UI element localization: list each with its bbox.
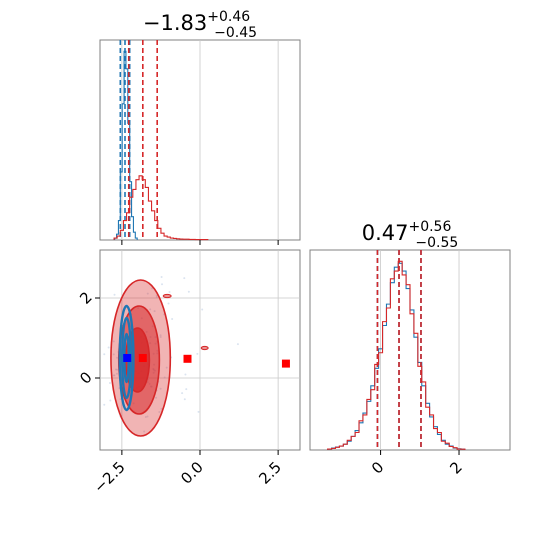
scatter-sample-point — [103, 353, 106, 356]
truth-marker-1 — [138, 354, 147, 362]
scatter-sample-point — [113, 374, 116, 377]
hist-param1-content — [113, 40, 279, 241]
scatter-sample-point — [196, 352, 199, 355]
scatter-sample-point — [114, 368, 117, 371]
scatter-sample-point — [187, 290, 190, 293]
title-minus: −0.45 — [214, 25, 257, 41]
scatter-sample-point — [183, 398, 186, 401]
scatter-sample-point — [109, 399, 112, 402]
scatter-xtick-label: −2.5 — [90, 458, 128, 496]
scatter-sample-point — [143, 430, 146, 433]
panel-hist-param2: 0.47+0.56 −0.55 — [309, 219, 511, 451]
scatter-sample-point — [103, 403, 106, 406]
scatter-ytick-label: 2 — [76, 288, 95, 307]
hist2-series-1-step — [327, 260, 466, 450]
scatter-sample-point — [112, 340, 115, 343]
hist-param2-content — [327, 250, 466, 450]
scatter-sample-point — [161, 283, 164, 286]
panel-scatter — [99, 249, 301, 451]
scatter-sample-point — [167, 302, 170, 305]
panel-hist-param1: −1.83+0.46 −0.45 — [99, 9, 301, 241]
scatter-sample-point — [155, 396, 158, 399]
hist2-xtick-label: 0 — [368, 458, 387, 477]
title-plus: +0.46 — [207, 9, 250, 25]
scatter-sample-point — [151, 287, 154, 290]
scatter-sample-point — [160, 276, 163, 279]
scatter-sample-point — [149, 308, 152, 311]
hist2-series-0-step — [327, 262, 466, 450]
title-value: −1.83 — [143, 11, 207, 35]
scatter-sample-point — [115, 372, 118, 375]
title-minus: −0.55 — [415, 235, 458, 251]
scatter-sample-point — [144, 415, 147, 418]
scatter-sample-point — [184, 373, 187, 376]
scatter-sample-point — [168, 290, 171, 293]
scatter-sample-point — [112, 353, 115, 356]
scatter-sample-point — [146, 415, 149, 418]
scatter-sample-point — [171, 318, 174, 321]
scatter-sample-point — [185, 388, 188, 391]
scatter-sample-point — [116, 356, 119, 359]
truth-marker-3 — [281, 359, 290, 368]
scatter-sample-point — [159, 334, 162, 337]
blue-contour-level-0 — [118, 304, 135, 412]
title-value: 0.47 — [362, 221, 409, 245]
hist2-xtick-label: 2 — [446, 458, 465, 477]
red-contour-fragment — [162, 293, 172, 299]
hist1-series-0-step — [114, 50, 138, 240]
hist-param1-title: −1.83+0.46 −0.45 — [143, 9, 257, 41]
scatter-sample-point — [165, 366, 168, 369]
scatter-sample-point — [146, 292, 149, 295]
red-contour-fragment — [200, 345, 209, 351]
scatter-sample-point — [113, 293, 116, 296]
panel-hist-param2-frame — [309, 249, 511, 451]
hist-param2-title: 0.47+0.56 −0.55 — [362, 219, 459, 251]
scatter-sample-point — [116, 368, 119, 371]
scatter-sample-point — [183, 277, 186, 280]
scatter-sample-point — [119, 398, 122, 401]
scatter-sample-point — [201, 308, 204, 311]
scatter-sample-point — [163, 376, 166, 379]
scatter-sample-point — [181, 392, 184, 395]
scatter-sample-point — [108, 381, 111, 384]
scatter-sample-point — [236, 343, 239, 346]
scatter-sample-point — [160, 407, 163, 410]
scatter-sample-point — [153, 310, 156, 313]
scatter-sample-point — [107, 346, 110, 349]
scatter-ytick-label: 0 — [76, 368, 95, 387]
scatter-xtick-label: 0.0 — [177, 458, 207, 488]
scatter-xtick-label: 2.5 — [255, 458, 285, 488]
title-plus: +0.56 — [408, 219, 451, 235]
truth-marker-2 — [183, 354, 192, 363]
scatter-sample-point — [159, 387, 162, 390]
scatter-sample-point — [155, 296, 158, 299]
scatter-content — [100, 250, 300, 450]
truth-marker-0 — [123, 354, 132, 362]
scatter-sample-point — [155, 294, 158, 297]
scatter-sample-point — [112, 374, 115, 377]
scatter-sample-point — [159, 336, 162, 339]
scatter-sample-point — [158, 411, 161, 414]
scatter-sample-point — [197, 410, 200, 413]
